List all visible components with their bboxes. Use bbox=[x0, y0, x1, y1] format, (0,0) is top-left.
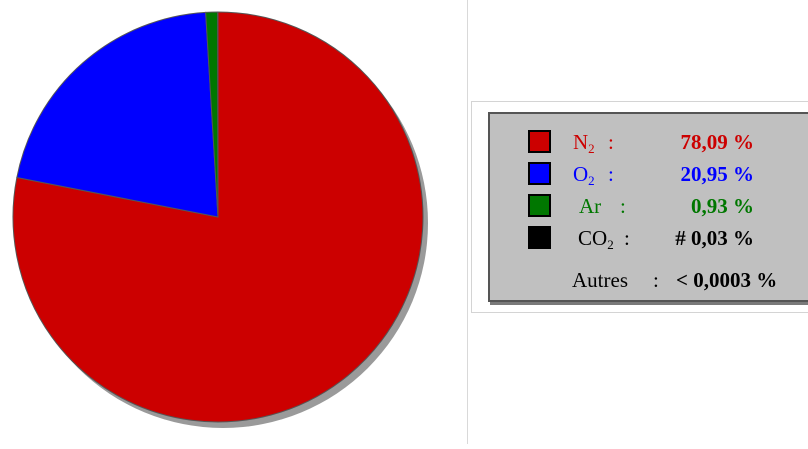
pie-chart bbox=[0, 0, 464, 444]
legend-panel: N2 : 78,09 % O2 : 20,95 % Ar : 0,93 % CO… bbox=[471, 101, 808, 313]
legend-colon-o2: : bbox=[608, 159, 614, 189]
legend-value-n2: 78,09 % bbox=[640, 127, 754, 157]
legend-colon-autres: : bbox=[653, 265, 659, 295]
legend-name-ar: Ar bbox=[579, 191, 601, 221]
legend-colon-ar: : bbox=[620, 191, 626, 221]
legend-value-co2: # 0,03 % bbox=[640, 223, 754, 253]
legend-swatch-co2 bbox=[528, 226, 551, 249]
legend-name-co2: CO2 bbox=[578, 223, 614, 253]
legend-row-ar: Ar : 0,93 % bbox=[490, 191, 808, 221]
legend-swatch-ar bbox=[528, 194, 551, 217]
legend-name-n2: N2 bbox=[573, 127, 595, 157]
legend-colon-co2: : bbox=[624, 223, 630, 253]
legend-row-o2: O2 : 20,95 % bbox=[490, 159, 808, 189]
legend-colon-n2: : bbox=[608, 127, 614, 157]
legend-box: N2 : 78,09 % O2 : 20,95 % Ar : 0,93 % CO… bbox=[488, 112, 808, 302]
legend-value-autres: < 0,0003 % bbox=[676, 265, 808, 295]
legend-name-o2: O2 bbox=[573, 159, 595, 189]
legend-value-ar: 0,93 % bbox=[640, 191, 754, 221]
legend-swatch-o2 bbox=[528, 162, 551, 185]
legend-name-autres: Autres bbox=[572, 265, 628, 295]
legend-row-autres: Autres : < 0,0003 % bbox=[490, 265, 808, 295]
legend-value-o2: 20,95 % bbox=[640, 159, 754, 189]
legend-row-n2: N2 : 78,09 % bbox=[490, 127, 808, 157]
pie-chart-area bbox=[0, 0, 464, 444]
legend-row-co2: CO2 : # 0,03 % bbox=[490, 223, 808, 253]
legend-swatch-n2 bbox=[528, 130, 551, 153]
panel-divider bbox=[467, 0, 468, 444]
